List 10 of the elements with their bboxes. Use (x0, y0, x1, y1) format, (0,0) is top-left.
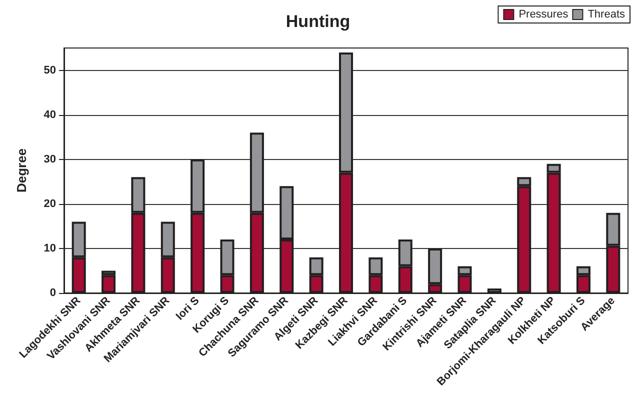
y-tick-label: 20 (44, 198, 56, 210)
y-tick-label: 50 (44, 64, 56, 76)
y-tick-label: 40 (44, 108, 56, 121)
y-tick-label: 30 (44, 153, 56, 166)
y-tick-label: 10 (44, 242, 56, 254)
legend-label: Pressures (518, 8, 569, 20)
legend-label: Threats (588, 8, 626, 20)
y-axis-title: Degree (14, 148, 29, 193)
chart-title: Hunting (286, 12, 350, 31)
y-tick-label: 0 (50, 287, 56, 299)
